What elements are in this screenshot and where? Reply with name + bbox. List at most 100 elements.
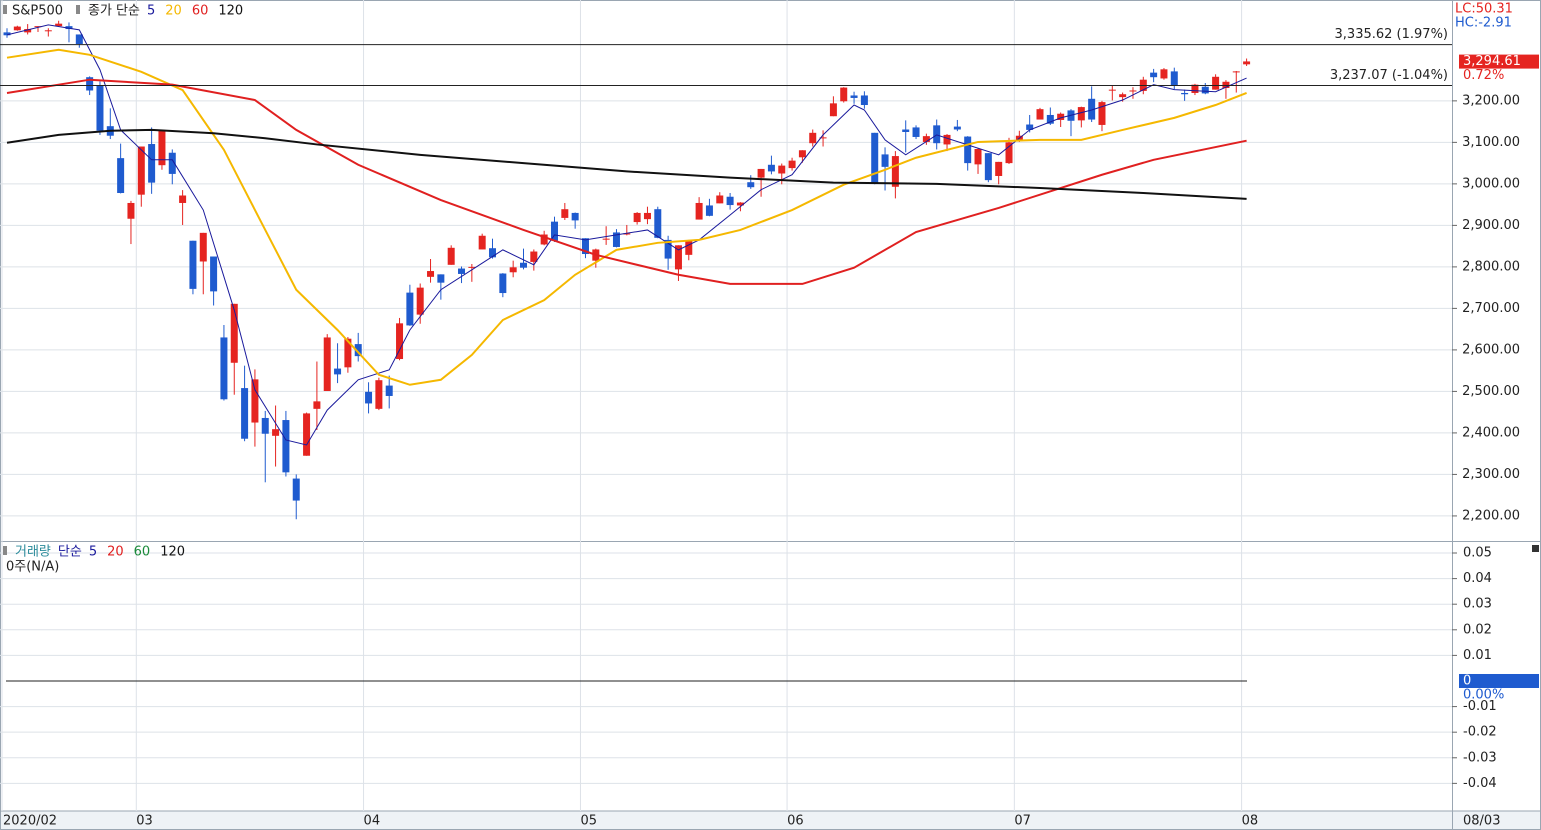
candle-body xyxy=(726,196,734,206)
legend-icon xyxy=(3,5,7,14)
y-tick-label: 0.02 xyxy=(1463,622,1492,637)
candle-body xyxy=(933,125,941,144)
y-tick-label: -0.03 xyxy=(1463,750,1497,765)
candle-body xyxy=(1232,71,1240,73)
candle-body xyxy=(716,195,724,204)
candle-body xyxy=(540,234,548,245)
candle-body xyxy=(736,202,744,206)
candle-body xyxy=(974,149,982,165)
candle-body xyxy=(489,248,497,258)
candle-body xyxy=(396,323,404,360)
candle-body xyxy=(199,232,207,262)
candle-body xyxy=(1026,124,1034,130)
legend-entry: 60 xyxy=(192,4,209,19)
y-tick-label: 2,400.00 xyxy=(1462,425,1520,440)
candle-body xyxy=(34,26,42,28)
candle-body xyxy=(137,146,145,195)
legend-entry: 5 xyxy=(147,4,155,19)
candle-body xyxy=(788,160,796,169)
legend-title: S&P500 xyxy=(12,4,63,19)
zero-label: 0 xyxy=(1463,673,1471,688)
candle-body xyxy=(158,129,166,166)
candle-body xyxy=(478,235,486,250)
candle-body xyxy=(1077,107,1085,121)
zero-change-label: 0.00% xyxy=(1463,687,1504,702)
candle-body xyxy=(778,165,786,174)
candle-body xyxy=(385,385,393,396)
x-tick-label: 04 xyxy=(364,814,381,829)
candle-body xyxy=(850,95,858,98)
candle-body xyxy=(437,274,445,283)
candle-body xyxy=(179,195,187,203)
reference-label: 3,335.62 (1.97%) xyxy=(1335,27,1448,42)
moving-average-line xyxy=(6,128,1247,200)
current-date-label: 08/03 xyxy=(1463,814,1500,829)
moving-average-line xyxy=(6,48,1247,386)
y-tick-label: 2,200.00 xyxy=(1462,508,1520,523)
candle-body xyxy=(995,161,1003,176)
candle-body xyxy=(375,380,383,409)
candle-body xyxy=(230,303,238,363)
lc-label: LC:50.31 xyxy=(1455,2,1513,17)
reference-label: 3,237.07 (-1.04%) xyxy=(1330,68,1448,83)
y-tick-label: 2,300.00 xyxy=(1462,467,1520,482)
candle-body xyxy=(612,232,620,247)
candle-body xyxy=(633,212,641,223)
candle-body xyxy=(829,103,837,117)
candle-body xyxy=(695,202,703,220)
candle-body xyxy=(685,240,693,255)
legend-entry: 20 xyxy=(165,4,182,19)
legend-entry: 120 xyxy=(160,545,185,560)
y-tick-label: 2,600.00 xyxy=(1462,342,1520,357)
candle-body xyxy=(860,95,868,106)
close-button[interactable] xyxy=(1532,545,1539,552)
candle-body xyxy=(416,287,424,315)
volume-note: 0주(N/A) xyxy=(6,560,59,575)
candle-body xyxy=(1191,84,1199,93)
moving-average-line xyxy=(6,24,1247,446)
candle-body xyxy=(189,240,197,289)
candle-body xyxy=(1150,72,1158,78)
marks xyxy=(0,20,1452,682)
candle-body xyxy=(1212,76,1220,90)
y-tick-label: 0.04 xyxy=(1463,571,1492,586)
candle-body xyxy=(468,266,476,268)
candle-body xyxy=(1119,94,1127,98)
hc-label: HC:-2.91 xyxy=(1455,16,1512,31)
x-tick-label: 03 xyxy=(136,814,153,829)
candle-body xyxy=(520,262,527,268)
candle-body xyxy=(44,30,52,32)
candle-body xyxy=(220,337,228,400)
y-tick-label: 3,000.00 xyxy=(1462,176,1520,191)
y-tick-label: 3,200.00 xyxy=(1462,93,1520,108)
candle-body xyxy=(871,132,879,184)
candle-body xyxy=(530,251,538,262)
y-tick-label: -0.01 xyxy=(1463,699,1497,714)
legend-entry: 5 xyxy=(89,545,97,560)
candle-body xyxy=(1088,98,1096,120)
candle-body xyxy=(303,413,311,456)
candle-body xyxy=(1160,69,1168,79)
candle-body xyxy=(282,420,290,473)
candle-body xyxy=(1129,90,1137,92)
candle-body xyxy=(117,158,125,194)
candle-body xyxy=(75,34,83,44)
candle-body xyxy=(86,77,94,91)
candle-body xyxy=(24,29,32,33)
y-tick-label: 0.01 xyxy=(1463,648,1492,663)
legend-icon xyxy=(3,546,7,555)
candle-body xyxy=(1036,109,1044,120)
candle-body xyxy=(964,136,972,164)
last-price-label: 3,294.61 xyxy=(1463,54,1521,69)
candle-body xyxy=(3,32,11,36)
candle-body xyxy=(643,212,651,220)
candle-body xyxy=(767,164,775,172)
candle-body xyxy=(427,271,435,277)
y-tick-label: 3,100.00 xyxy=(1462,135,1520,150)
candle-body xyxy=(168,152,176,174)
legend-entry: 20 xyxy=(107,545,124,560)
candle-body xyxy=(323,337,331,391)
candle-body xyxy=(148,144,156,183)
y-tick-label: 0.05 xyxy=(1463,546,1492,561)
